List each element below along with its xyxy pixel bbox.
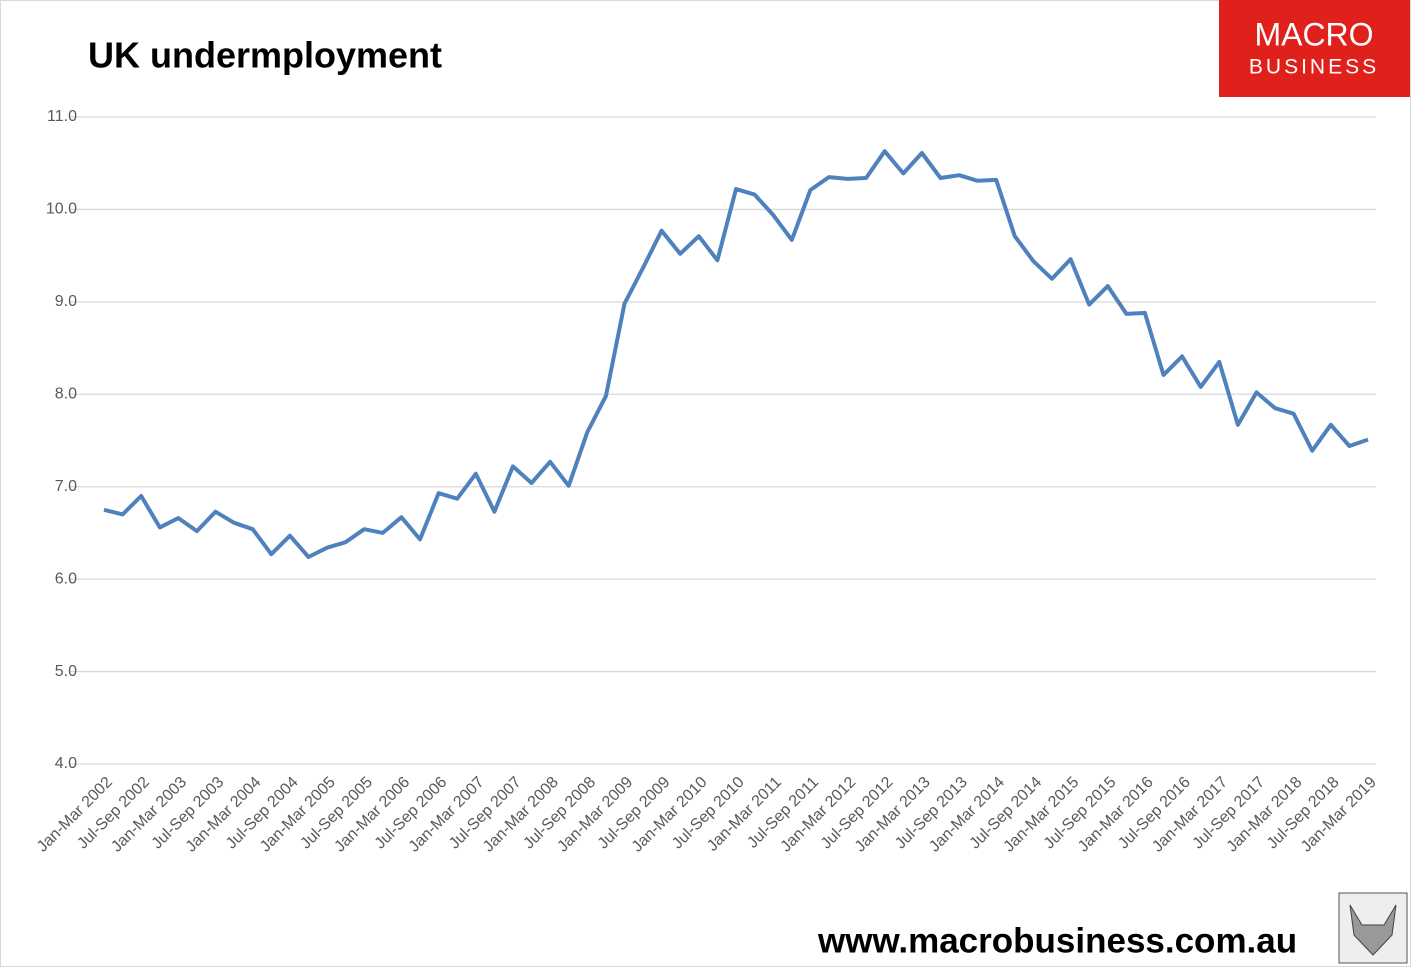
chart-title: UK undermployment xyxy=(88,35,442,76)
y-tick-label: 6.0 xyxy=(55,570,77,587)
y-tick-label: 8.0 xyxy=(55,386,77,403)
fox-icon xyxy=(1349,904,1397,956)
logo-text: BUSINESS xyxy=(1249,56,1379,79)
y-tick-label: 10.0 xyxy=(46,201,77,218)
footer-url: www.macrobusiness.com.au xyxy=(817,921,1297,960)
y-tick-label: 11.0 xyxy=(47,108,77,125)
y-tick-label: 4.0 xyxy=(55,755,77,772)
logo-text: MACRO xyxy=(1254,16,1373,52)
y-tick-label: 5.0 xyxy=(55,663,77,680)
y-tick-label: 7.0 xyxy=(55,478,77,495)
logo-box xyxy=(1219,0,1410,97)
y-tick-label: 9.0 xyxy=(55,293,77,310)
data-line xyxy=(103,149,1369,559)
